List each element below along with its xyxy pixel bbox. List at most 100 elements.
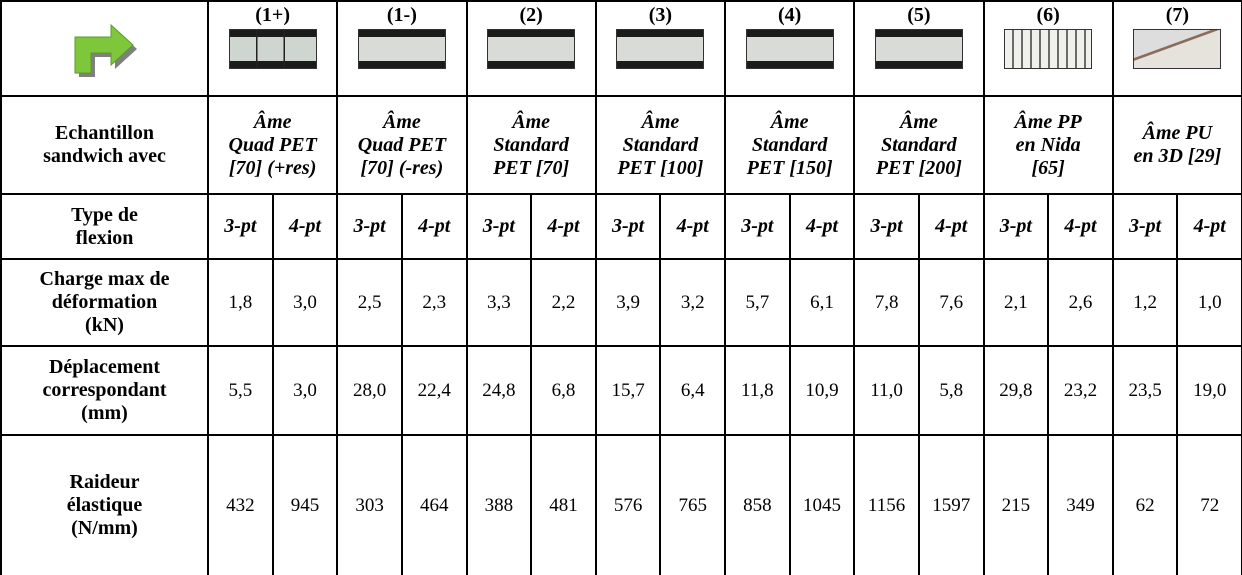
group-header: (7) (1111, 0, 1242, 97)
text-line: Standard (493, 133, 569, 156)
text-line: Standard (622, 133, 699, 156)
group-header: (1+) (206, 0, 339, 97)
text-line: Quad PET (228, 133, 317, 156)
text-line: (N/mm) (71, 517, 138, 539)
group-header: (1-) (336, 0, 468, 97)
value-cell: 15,7 (594, 345, 662, 436)
text-line: correspondant (42, 379, 167, 401)
value-cell: 3,3 (465, 258, 533, 347)
text-line: Type de (71, 203, 138, 226)
core-cell: Âme PU en 3D [29] (1111, 95, 1242, 195)
bending-cell: 4-pt (530, 193, 597, 260)
text-line: PET [150] (746, 156, 833, 179)
table-row: Déplacement correspondant (mm) 5,5 3,0 28,0 22… (0, 345, 1242, 436)
bending-cell: 4-pt (1047, 193, 1114, 260)
value-cell: 22,4 (400, 345, 468, 436)
group-label: (7) (1165, 4, 1190, 26)
value-cell: 1,2 (1111, 258, 1179, 347)
bending-cell: 3-pt (1111, 193, 1179, 260)
group-label: (4) (777, 4, 802, 26)
group-header: (2) (465, 0, 597, 97)
text-line: flexion (75, 226, 134, 249)
group-label: (3) (648, 4, 673, 26)
text-line: Âme PP (1014, 110, 1082, 133)
text-line: [70] (+res) (228, 156, 317, 179)
text-line: Âme (899, 110, 938, 133)
value-cell: 3,0 (271, 258, 339, 347)
text-line: Raideur (69, 471, 140, 493)
value-cell: 349 (1047, 434, 1114, 575)
value-cell: 5,8 (917, 345, 985, 436)
sample-photo (616, 29, 705, 69)
text-line: Âme (253, 110, 292, 133)
row-label: Déplacement correspondant (mm) (0, 345, 209, 436)
text-line: en 3D [29] (1133, 145, 1222, 167)
value-cell: 576 (594, 434, 662, 575)
row-label: Type de flexion (0, 193, 209, 260)
text-line: Âme (382, 110, 421, 133)
value-cell: 481 (530, 434, 597, 575)
text-line: élastique (66, 494, 143, 516)
text-line: Déplacement (48, 356, 161, 378)
group-label: (2) (519, 4, 543, 26)
bending-cell: 4-pt (271, 193, 339, 260)
sample-photo (874, 29, 963, 69)
value-cell: 1,8 (207, 258, 274, 347)
table-row: Echantillon sandwich avec Âme Quad PET [70] … (0, 95, 1242, 195)
group-label: (1-) (386, 4, 417, 26)
text-line: [65] (1031, 156, 1065, 179)
value-cell: 29,8 (982, 345, 1050, 436)
table-row: Type de flexion 3-pt 4-pt 3-pt 4-pt 3-pt 4-pt 3-… (0, 193, 1242, 260)
bending-cell: 3-pt (465, 193, 533, 260)
value-cell: 5,7 (724, 258, 791, 347)
bending-cell: 3-pt (336, 193, 403, 260)
text-line: PET [70] (493, 156, 570, 179)
text-line: déformation (51, 291, 158, 313)
core-cell: Âme Standard PET [70] (465, 95, 597, 195)
bending-cell: 3-pt (853, 193, 920, 260)
bending-cell: 4-pt (659, 193, 726, 260)
core-cell: Âme Standard PET [200] (853, 95, 985, 195)
value-cell: 23,2 (1047, 345, 1114, 436)
core-cell: Âme PP en Nida [65] (982, 95, 1114, 195)
bending-cell: 3-pt (724, 193, 791, 260)
bending-cell: 4-pt (400, 193, 468, 260)
table-row: Charge max de déformation (kN) 1,8 3,0 2,5 2,3… (0, 258, 1242, 347)
text-line: (mm) (81, 402, 128, 424)
value-cell: 6,1 (788, 258, 856, 347)
bending-cell: 3-pt (982, 193, 1050, 260)
corner-cell (0, 0, 209, 97)
group-label: (6) (1036, 4, 1060, 26)
value-cell: 2,5 (336, 258, 403, 347)
group-label: (5) (907, 4, 931, 26)
text-line: PET [100] (617, 156, 704, 179)
value-cell: 2,6 (1047, 258, 1114, 347)
value-cell: 432 (207, 434, 274, 575)
value-cell: 945 (271, 434, 339, 575)
arrow-icon (74, 23, 137, 77)
value-cell: 28,0 (336, 345, 403, 436)
text-line: Charge max de (39, 268, 170, 290)
value-cell: 72 (1176, 434, 1242, 575)
value-cell: 388 (465, 434, 533, 575)
bending-cell: 4-pt (1176, 193, 1242, 260)
value-cell: 19,0 (1176, 345, 1242, 436)
header-row: (1+) (1-) (2) (3) (4) (5) (6) (7) (0, 0, 1242, 97)
value-cell: 3,2 (659, 258, 726, 347)
value-cell: 5,5 (207, 345, 274, 436)
value-cell: 3,9 (594, 258, 662, 347)
bending-cell: 3-pt (594, 193, 662, 260)
text-line: Âme PU (1142, 122, 1213, 144)
sample-photo (357, 29, 446, 69)
bending-cell: 4-pt (917, 193, 985, 260)
group-header: (5) (853, 0, 985, 97)
value-cell: 10,9 (788, 345, 856, 436)
value-cell: 765 (659, 434, 726, 575)
text-line: Âme (641, 110, 680, 133)
text-line: Âme (770, 110, 809, 133)
value-cell: 7,6 (917, 258, 985, 347)
value-cell: 6,4 (659, 345, 726, 436)
sample-photo (745, 29, 834, 69)
row-label: Charge max de déformation (kN) (0, 258, 209, 347)
